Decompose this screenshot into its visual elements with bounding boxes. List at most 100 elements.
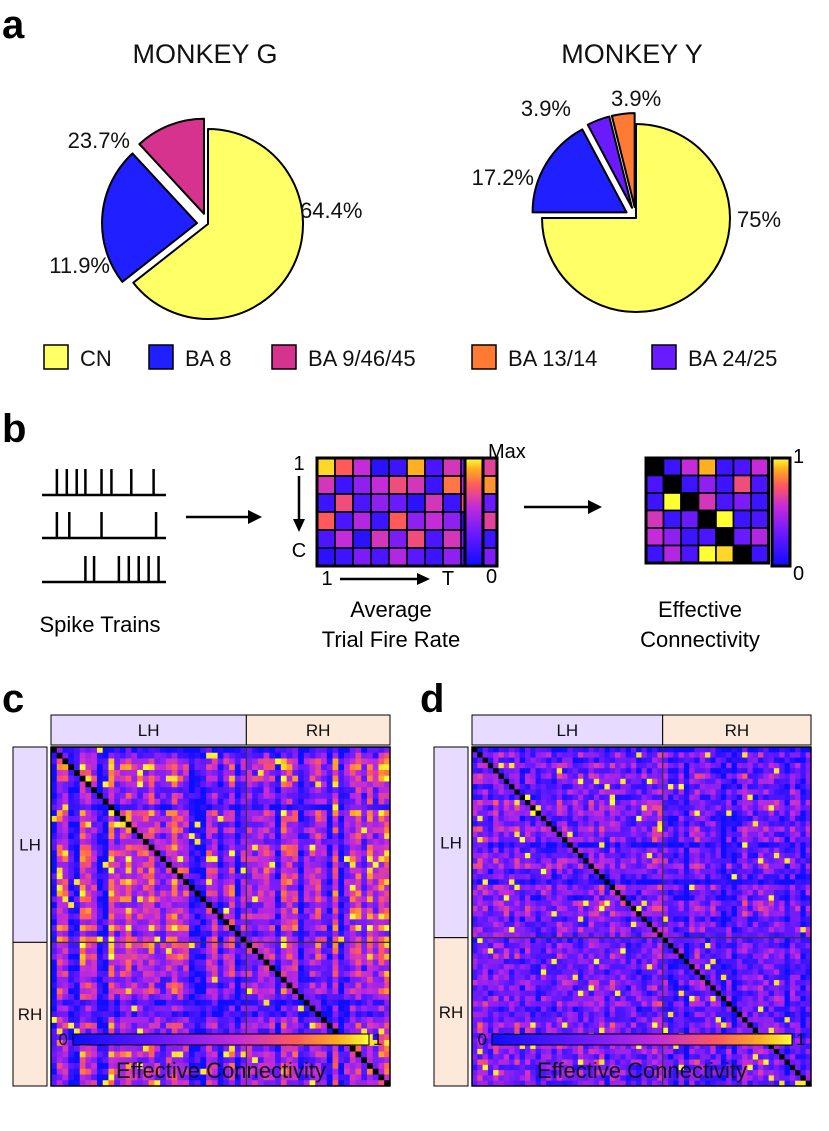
- heatmap-cell: [200, 953, 207, 960]
- heatmap-cell: [51, 1011, 58, 1018]
- heatmap-cell: [763, 799, 769, 806]
- heatmap-cell: [498, 762, 505, 769]
- heatmap-cell: [773, 837, 780, 843]
- heatmap-cell: [211, 948, 218, 955]
- heatmap-cell: [91, 930, 98, 937]
- heatmap-cell: [731, 773, 738, 780]
- heatmap-cell: [779, 826, 785, 833]
- heatmap-cell: [229, 999, 236, 1006]
- heatmap-cell: [367, 787, 374, 794]
- heatmap-cell: [148, 856, 155, 863]
- heatmap-cell: [91, 815, 98, 823]
- heatmap-cell: [137, 838, 144, 846]
- heatmap-cell: [257, 948, 264, 955]
- heatmap-cell: [119, 994, 127, 1001]
- heatmap-cell: [349, 810, 356, 817]
- heatmap-cell: [119, 792, 127, 800]
- heatmap-cell: [493, 831, 499, 838]
- heatmap-cell: [583, 747, 589, 753]
- ec-matrix-cell: [662, 509, 682, 529]
- heatmap-cell: [742, 757, 748, 764]
- heatmap-cell: [678, 778, 685, 785]
- heatmap-cell: [683, 773, 690, 780]
- heatmap-cell: [246, 1028, 253, 1035]
- heatmap-cell: [269, 844, 276, 851]
- heatmap-cell: [188, 798, 195, 805]
- heatmap-cell: [206, 988, 213, 995]
- heatmap-cell: [183, 971, 190, 978]
- heatmap-cell: [223, 787, 230, 794]
- heatmap-cell: [326, 810, 333, 817]
- heatmap-cell: [171, 884, 178, 891]
- heatmap-cell: [678, 789, 685, 796]
- heatmap-cell: [338, 959, 345, 966]
- heatmap-cell: [223, 971, 230, 978]
- heatmap-cell: [694, 831, 701, 838]
- heatmap-cell: [211, 827, 218, 834]
- heatmap-cell: [805, 757, 812, 764]
- heatmap-cell: [280, 752, 287, 759]
- heatmap-cell: [556, 837, 563, 843]
- heatmap-cell: [223, 884, 230, 891]
- heatmap-cell: [240, 884, 247, 891]
- heatmap-cell: [234, 861, 241, 869]
- heatmap-cell: [657, 826, 664, 833]
- heatmap-cell: [303, 965, 310, 972]
- heatmap-cell: [361, 850, 368, 857]
- heatmap-cell: [246, 896, 253, 903]
- heatmap-cell: [73, 942, 81, 949]
- rate-colorbar-min: 0: [486, 566, 497, 588]
- heatmap-cell: [292, 775, 299, 782]
- heatmap-cell: [736, 762, 743, 769]
- heatmap-cell: [85, 1017, 92, 1024]
- heatmap-cell: [338, 787, 345, 794]
- heatmap-cell: [535, 842, 542, 848]
- heatmap-cell: [194, 747, 201, 754]
- heatmap-cell: [487, 762, 494, 769]
- heatmap-cell: [246, 1080, 253, 1087]
- heatmap-cell: [79, 890, 86, 897]
- heatmap-cell: [636, 752, 642, 758]
- heatmap-cell: [694, 789, 701, 796]
- heatmap-cell: [315, 804, 322, 811]
- heatmap-cell: [171, 1068, 178, 1075]
- heatmap-cell: [252, 988, 259, 995]
- heatmap-cell: [309, 827, 316, 834]
- heatmap-cell: [332, 913, 339, 920]
- rate-colorbar-max: Max: [488, 441, 526, 463]
- heatmap-cell: [114, 999, 121, 1006]
- heatmap-cell: [736, 847, 743, 854]
- heatmap-cell: [188, 873, 195, 880]
- heatmap-cell: [562, 762, 568, 769]
- heatmap-cell: [361, 747, 368, 754]
- heatmap-cell: [119, 1017, 127, 1024]
- heatmap-cell: [114, 884, 121, 891]
- heatmap-cell: [615, 768, 621, 774]
- heatmap-cell: [275, 850, 282, 857]
- heatmap-cell: [355, 804, 362, 811]
- heatmap-cell: [137, 919, 144, 926]
- heatmap-cell: [102, 907, 109, 914]
- heatmap-cell: [108, 769, 115, 777]
- heatmap-cell: [588, 821, 595, 827]
- heatmap-cell: [217, 988, 224, 995]
- heatmap-cell: [165, 752, 173, 759]
- heatmap-cell: [85, 873, 92, 880]
- heatmap-cell: [79, 1022, 86, 1029]
- heatmap-cell: [805, 773, 812, 780]
- heatmap-cell: [503, 826, 510, 833]
- heatmap-cell: [275, 775, 282, 782]
- heatmap-cell: [160, 896, 167, 903]
- heatmap-cell: [246, 988, 253, 995]
- heatmap-cell: [165, 959, 173, 966]
- heatmap-cell: [326, 896, 333, 903]
- heatmap-cell: [286, 942, 293, 949]
- heatmap-cell: [160, 942, 167, 949]
- heatmap-cell: [211, 965, 218, 972]
- heatmap-cell: [91, 971, 98, 978]
- heatmap-cell: [384, 965, 391, 972]
- heatmap-cell: [349, 907, 356, 914]
- heatmap-cell: [482, 784, 489, 790]
- heatmap-cell: [223, 838, 230, 846]
- heatmap-cell: [96, 1028, 104, 1035]
